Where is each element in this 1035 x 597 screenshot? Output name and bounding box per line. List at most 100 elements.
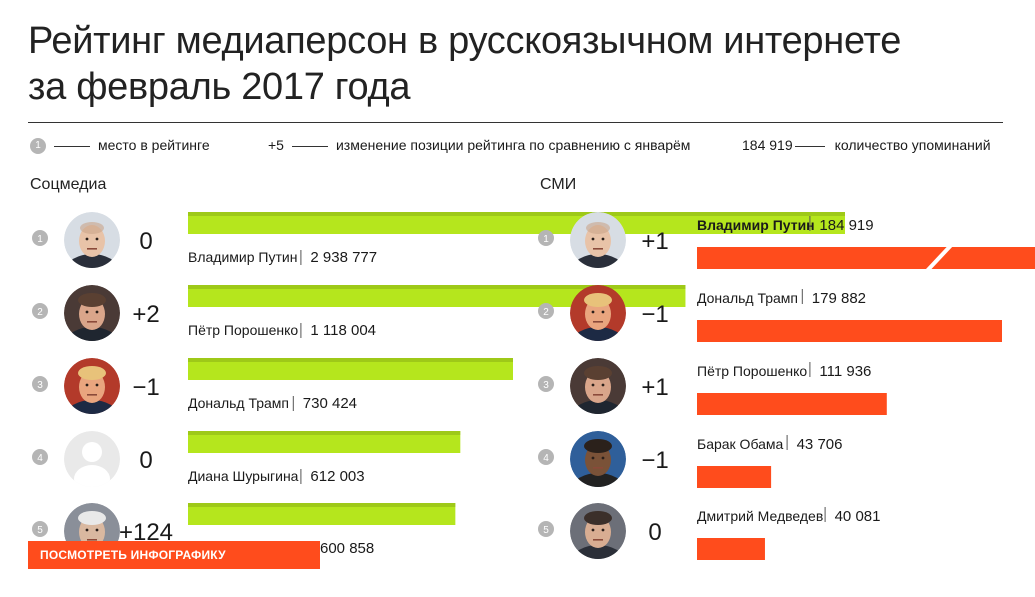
- person-name: Диана Шурыгина: [188, 468, 299, 484]
- mention-count: 179 882: [812, 290, 866, 307]
- person-name: Дональд Трамп: [188, 395, 289, 411]
- rank-change: 0: [139, 447, 152, 474]
- rank-badge: [32, 521, 48, 537]
- legend-change-example: +5: [268, 137, 284, 153]
- trump-avatar: [64, 358, 120, 414]
- label-separator: [300, 250, 302, 265]
- label-separator: [300, 323, 302, 338]
- legend-count-text: количество упоминаний: [834, 137, 991, 153]
- rank-badge: [538, 449, 554, 465]
- mention-count: 40 081: [835, 508, 881, 525]
- person-name: Дмитрий Медведев: [697, 508, 823, 524]
- rank-badge: [32, 230, 48, 246]
- rank-number: 3: [543, 380, 549, 391]
- rank-number: 1: [543, 234, 549, 245]
- rank-change: +1: [641, 374, 668, 401]
- media-bar: [697, 393, 887, 415]
- label-separator: [292, 396, 294, 411]
- media-section-title: СМИ: [540, 176, 577, 193]
- rank-badge: [538, 376, 554, 392]
- obama-avatar: [570, 431, 626, 487]
- social-bar-shade: [188, 358, 513, 362]
- bar-break-mark: [923, 208, 957, 244]
- label-separator: [300, 469, 302, 484]
- social-bar-shade: [188, 431, 461, 435]
- legend-count-example: 184 919: [742, 137, 793, 153]
- social-bar: [188, 431, 461, 453]
- legend-rank-text: место в рейтинге: [98, 137, 210, 153]
- mention-count: 184 919: [819, 217, 873, 234]
- rank-number: 4: [37, 453, 43, 464]
- placeholder-avatar: [64, 431, 120, 487]
- putin-avatar: [570, 212, 626, 268]
- social-bar-shade: [188, 212, 845, 216]
- rank-number: 3: [37, 380, 43, 391]
- social-bar: [188, 285, 686, 307]
- legend-dash: [291, 145, 328, 147]
- person-name: Дональд Трамп: [697, 290, 798, 306]
- label-separator: [786, 435, 788, 450]
- social-bar: [188, 212, 845, 234]
- social-bar: [188, 503, 456, 525]
- poroshenko-avatar: [570, 358, 626, 414]
- mention-count: 612 003: [310, 468, 364, 485]
- rank-badge: [538, 230, 554, 246]
- rank-change: −1: [641, 447, 668, 474]
- label-separator: [824, 507, 826, 522]
- rank-number: 5: [543, 525, 549, 536]
- rank-change: −1: [132, 374, 159, 401]
- rank-badge: [538, 521, 554, 537]
- mention-count: 111 936: [819, 363, 871, 380]
- rank-badge-icon: 1: [30, 138, 46, 155]
- mention-count: 600 858: [320, 540, 374, 557]
- rank-number: 5: [37, 525, 43, 536]
- label-separator: [801, 289, 803, 304]
- media-bar: [697, 247, 1035, 269]
- poroshenko-avatar: [64, 285, 120, 341]
- person-name: Барак Обама: [697, 436, 784, 452]
- rank-number: 1: [37, 234, 43, 245]
- mention-count: 730 424: [303, 395, 357, 412]
- social-bar: [188, 358, 513, 380]
- legend-change-text: изменение позиции рейтинга по сравнению …: [335, 137, 691, 153]
- legend-count: 184 919 количество упоминаний: [742, 134, 991, 156]
- medvedev-avatar: [570, 503, 626, 559]
- view-full-infographic-label: ПОСМОТРЕТЬ ИНФОГРАФИКУ ПОЛНОСТЬЮ: [40, 548, 226, 590]
- rank-badge: [32, 449, 48, 465]
- mention-count: 43 706: [797, 436, 843, 453]
- person-name: Владимир Путин: [697, 217, 815, 233]
- putin-avatar: [64, 212, 120, 268]
- person-name: Пётр Порошенко: [697, 363, 807, 379]
- social-section-title: Соцмедиа: [30, 176, 107, 193]
- bar-break-mark: [923, 239, 957, 275]
- rank-change: 0: [648, 519, 661, 546]
- person-name: Пётр Порошенко: [188, 322, 298, 338]
- media-bar: [697, 466, 772, 488]
- page-title: Рейтинг медиаперсон в русскоязычном инте…: [28, 20, 902, 108]
- rank-badge: [538, 303, 554, 319]
- social-bar-shade: [188, 503, 456, 507]
- label-separator: [809, 362, 811, 377]
- legend-dash: [54, 145, 90, 147]
- media-bar: [697, 538, 765, 560]
- legend-dash: [794, 145, 825, 147]
- media-bar: [697, 320, 1002, 342]
- rank-badge: [32, 303, 48, 319]
- label-separator: [809, 216, 811, 231]
- rank-badge: [32, 376, 48, 392]
- arrow-icon: >>: [132, 576, 147, 590]
- legend-rank: 1 место в рейтинге: [30, 134, 210, 156]
- mention-count: 2 938 777: [310, 249, 377, 266]
- title-divider: [28, 122, 1003, 123]
- rank-change: +1: [641, 228, 668, 255]
- rank-change: 0: [139, 228, 152, 255]
- rank-change: +2: [132, 301, 159, 328]
- social-bar-shade: [188, 285, 686, 289]
- trump-avatar: [570, 285, 626, 341]
- rank-number: 2: [543, 307, 549, 318]
- mention-count: 1 118 004: [310, 322, 376, 339]
- person-name: Владимир Путин: [188, 249, 297, 265]
- view-full-infographic-button[interactable]: ПОСМОТРЕТЬ ИНФОГРАФИКУ ПОЛНОСТЬЮ >>: [28, 541, 320, 590]
- rank-number: 4: [543, 453, 549, 464]
- rank-number: 2: [37, 307, 43, 318]
